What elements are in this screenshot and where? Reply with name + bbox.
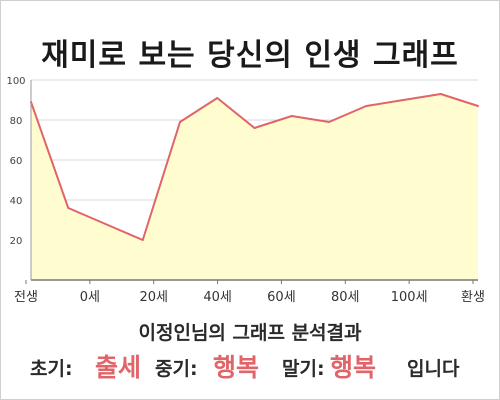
early-value: 출세 <box>95 353 142 382</box>
early-label: 초기: <box>30 358 73 380</box>
x-tick-label: 전생 <box>14 290 38 305</box>
y-tick-label: 60 <box>10 156 23 167</box>
chart-y-tick-labels: 20 40 60 80 100 <box>6 76 25 247</box>
middle-value: 행복 <box>213 353 260 382</box>
middle-label: 중기: <box>155 358 198 380</box>
analysis-heading: 이정인님의 그래프 분석결과 <box>138 322 362 344</box>
x-tick-label: 20세 <box>139 290 168 305</box>
y-tick-label: 100 <box>6 76 25 87</box>
late-value: 행복 <box>330 353 377 382</box>
data-point <box>439 93 442 95</box>
chart-x-tick-labels: 전생 0세 20세 40세 60세 80세 100세 환생 <box>14 280 485 305</box>
y-tick-label: 20 <box>10 236 23 247</box>
y-tick-label: 80 <box>10 116 23 127</box>
data-point <box>30 101 32 103</box>
closing-text: 입니다 <box>407 358 460 380</box>
x-tick-label: 100세 <box>391 290 428 305</box>
data-point <box>290 115 293 117</box>
x-tick-label: 0세 <box>80 290 100 305</box>
late-label: 말기: <box>282 358 325 380</box>
data-point <box>179 121 181 123</box>
chart-data-points <box>30 93 479 241</box>
x-tick-label: 60세 <box>267 290 296 305</box>
analysis-summary: 초기: 출세 중기: 행복 말기: 행복 입니다 <box>0 348 500 382</box>
data-point <box>104 223 107 225</box>
data-point <box>328 121 330 123</box>
data-point <box>477 105 479 107</box>
x-tick-label: 40세 <box>203 290 232 305</box>
data-point <box>365 105 368 107</box>
chart-area-fill <box>31 94 478 280</box>
data-point <box>402 99 405 101</box>
data-point <box>216 97 219 99</box>
data-point <box>253 127 256 129</box>
x-tick-label: 80세 <box>331 290 360 305</box>
page-title: 재미로 보는 당신의 인생 그래프 <box>41 38 459 73</box>
x-tick-label: 환생 <box>461 290 485 305</box>
y-tick-label: 40 <box>10 196 23 207</box>
data-point <box>67 207 70 209</box>
data-point <box>141 239 144 241</box>
